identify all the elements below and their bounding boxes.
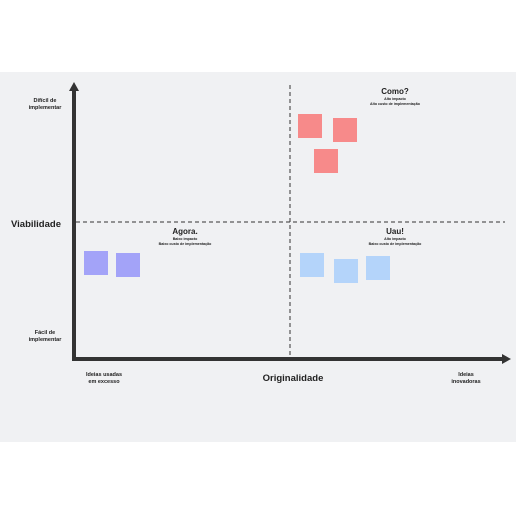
axis-end-label: em excesso: [88, 379, 120, 385]
sticky-note: [314, 149, 338, 173]
axis-end-label: inovadoras: [451, 379, 480, 385]
axis-end-label: Difícil de: [34, 98, 57, 104]
quadrant-note: Alto impacto: [384, 237, 407, 241]
quadrant-note: Alto custo de implementação: [370, 102, 421, 106]
quadrant-note: Baixo custo de implementação: [369, 242, 423, 246]
labels: Difícil de implementar Viabilidade Fácil…: [11, 87, 481, 385]
y-arrow: [69, 82, 79, 91]
quadrant-note: Baixo impacto: [173, 237, 198, 241]
sticky-note: [116, 253, 140, 277]
axis-title: Originalidade: [263, 373, 324, 384]
axis-end-label: Fácil de: [35, 330, 55, 336]
quadrant-title: Uau!: [386, 227, 404, 236]
board: [0, 72, 516, 442]
axis-end-label: Ideias: [458, 372, 474, 378]
quadrant-note: Alto impacto: [384, 97, 407, 101]
quadrant-title: Agora.: [172, 227, 197, 236]
axis-end-label: implementar: [29, 337, 63, 343]
sticky-note: [84, 251, 108, 275]
sticky-note: [298, 114, 322, 138]
sticky-note: [334, 259, 358, 283]
quadrant-title: Como?: [381, 87, 409, 96]
notes: [84, 114, 390, 283]
axis-title: Viabilidade: [11, 219, 61, 230]
sticky-note: [333, 118, 357, 142]
axis-end-label: implementar: [29, 105, 63, 111]
axis-end-label: Ideias usadas: [86, 372, 122, 378]
quadrant-note: Baixo custo de implementação: [159, 242, 213, 246]
x-arrow: [502, 354, 511, 364]
sticky-note: [300, 253, 324, 277]
sticky-note: [366, 256, 390, 280]
